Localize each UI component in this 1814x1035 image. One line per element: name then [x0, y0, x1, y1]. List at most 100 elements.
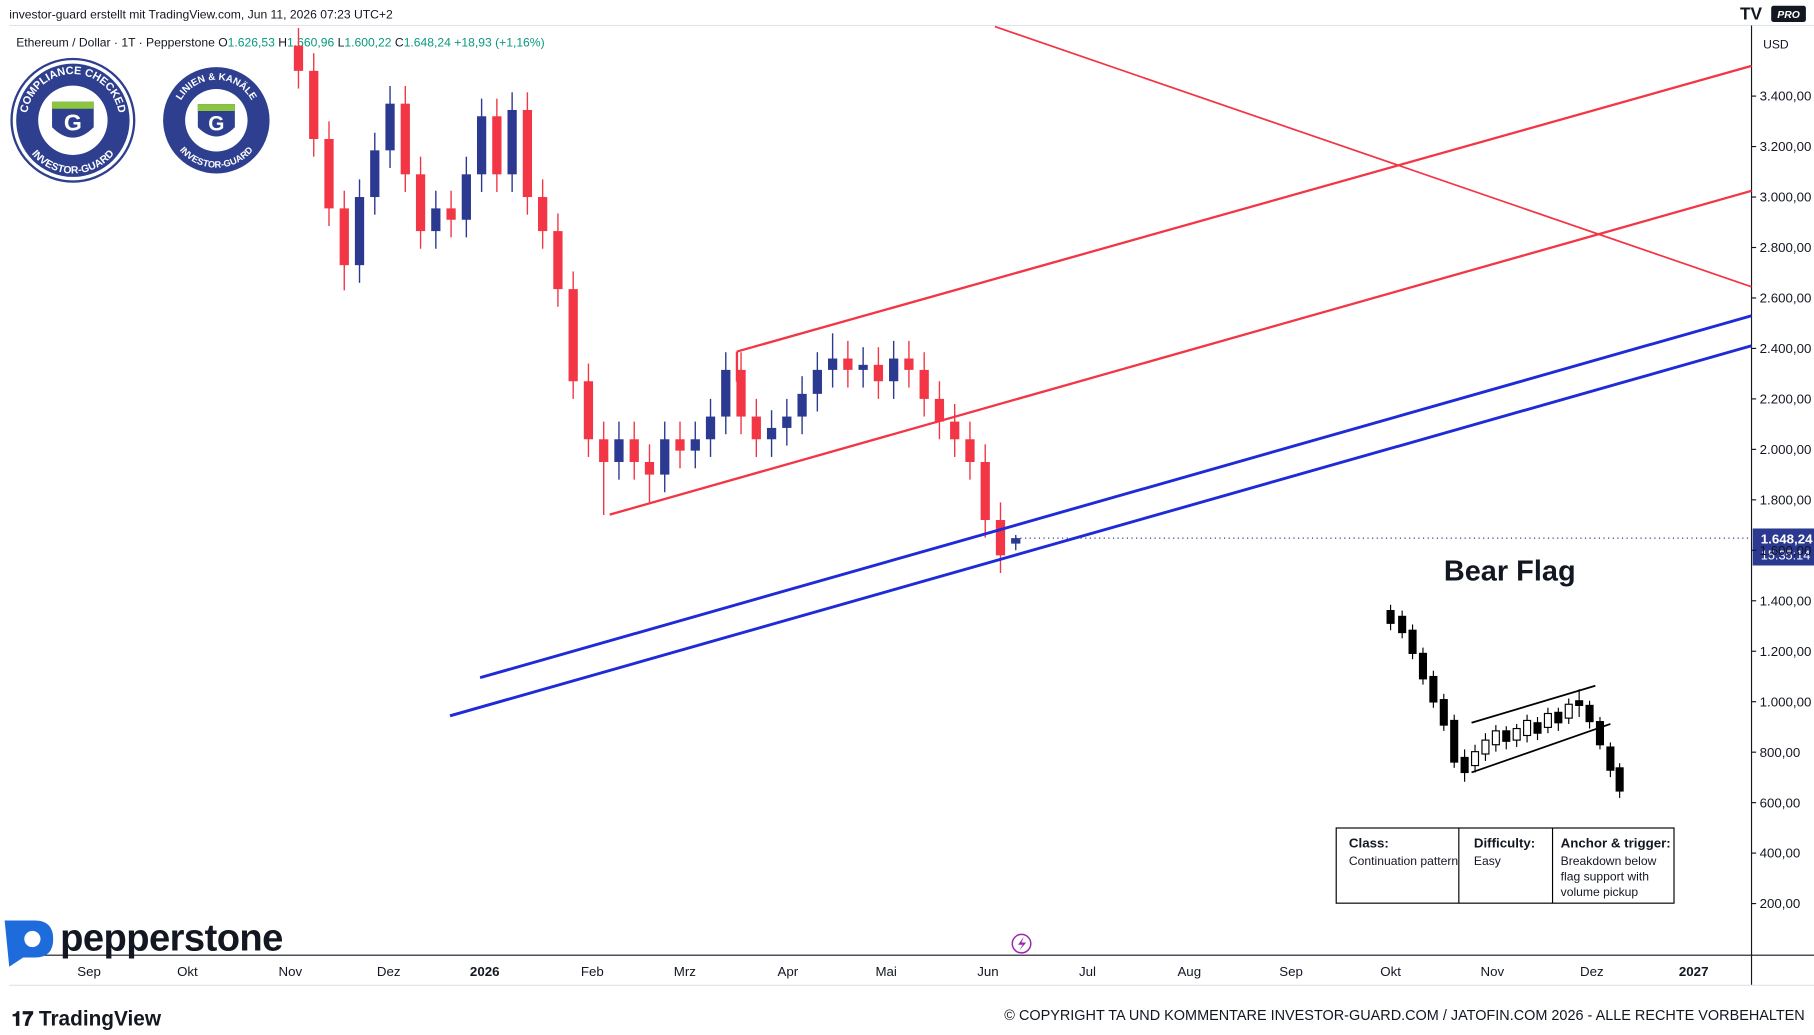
candle-body — [995, 520, 1006, 556]
table-cell: Easy — [1474, 854, 1502, 868]
badge-shield-top — [52, 101, 94, 109]
pro-text: PRO — [1777, 10, 1800, 21]
x-tick-label: Mai — [875, 964, 896, 979]
candle-body — [644, 461, 655, 475]
x-tick-label: Dez — [1580, 964, 1604, 979]
x-tick-label: 2026 — [470, 964, 500, 979]
candle-body — [812, 369, 822, 394]
y-tick-label: 1.400,00 — [1760, 593, 1812, 608]
y-tick-label: 200,00 — [1760, 896, 1801, 911]
x-tick-label: Mrz — [674, 964, 696, 979]
candle-body — [1011, 538, 1021, 544]
candle-body — [385, 103, 395, 151]
y-tick-label: 2.600,00 — [1760, 291, 1812, 306]
table-cell: Continuation pattern — [1349, 854, 1458, 868]
inset-pattern — [1386, 604, 1624, 798]
change: +18,93 (+1,16%) — [454, 35, 544, 49]
candle-body — [522, 109, 533, 198]
candle-body — [797, 393, 807, 417]
x-tick-label: Nov — [279, 964, 303, 979]
candle-body — [400, 103, 410, 175]
candle-body — [370, 150, 380, 198]
ohlc-key: O — [218, 35, 227, 49]
y-tick-label: 3.400,00 — [1760, 89, 1812, 104]
bear-flag-inset: Bear Flag — [1304, 531, 1707, 931]
table-cell: volume pickup — [1561, 885, 1639, 899]
candle-body — [782, 416, 792, 428]
copyright: © COPYRIGHT TA UND KOMMENTARE INVESTOR-G… — [1004, 1008, 1804, 1024]
x-tick-label: Jun — [977, 964, 998, 979]
table-head: Anchor & trigger: — [1561, 836, 1671, 851]
candle-body — [293, 45, 304, 71]
candle-body — [675, 439, 685, 451]
y-tick-label: 800,00 — [1760, 745, 1801, 760]
caption: investor-guard erstellt mit TradingView.… — [9, 8, 393, 22]
x-tick-label: Apr — [777, 964, 798, 979]
candle-body — [309, 70, 319, 139]
candle-body — [339, 208, 349, 266]
y-tick-label: 2.000,00 — [1760, 442, 1812, 457]
candle-body — [660, 439, 670, 475]
blue-support-lower — [449, 344, 1752, 718]
table-head: Difficulty: — [1474, 836, 1535, 851]
candle-body — [705, 416, 716, 440]
pepperstone-text: pepperstone — [60, 917, 283, 960]
tradingview-logo: 𝟏𝟕 TradingView — [12, 1008, 162, 1031]
candle-body — [461, 174, 471, 220]
y-tick-label: 1.800,00 — [1760, 492, 1812, 507]
candle-body — [950, 421, 960, 440]
tv-pro-logo: TV PRO — [1740, 4, 1806, 24]
candle-body — [431, 208, 441, 232]
badge-shield-top — [197, 104, 235, 112]
y-tick-label: 2.200,00 — [1760, 392, 1812, 407]
x-tick-label: Feb — [581, 964, 604, 979]
trend-lines — [449, 25, 1752, 718]
candle-body — [492, 116, 502, 175]
x-tick-label: Okt — [177, 964, 198, 979]
ohlc-value: 1.648,24 — [404, 35, 451, 49]
candle-body — [736, 369, 746, 417]
candle-body — [568, 289, 578, 382]
table-cell: Breakdown below — [1561, 854, 1657, 868]
badge-compliance: G COMPLIANCE CHECKED INVESTOR-GUARD — [10, 57, 136, 183]
last-price-label: 1.648,24 — [1761, 532, 1813, 547]
candles — [293, 27, 1021, 574]
red-descending-line — [994, 25, 1752, 288]
candle-body — [934, 398, 945, 422]
x-tick-label: Okt — [1380, 964, 1401, 979]
y-tick-label: 3.000,00 — [1760, 190, 1812, 205]
candle-body — [873, 364, 884, 382]
pro-tag — [1771, 5, 1806, 22]
candle-body — [538, 197, 548, 232]
candle-body — [980, 461, 990, 521]
x-tick-label: Aug — [1177, 964, 1201, 979]
y-tick-label: 1.600,00 — [1760, 543, 1812, 558]
candle-body — [751, 416, 761, 440]
y-tick-label: 1.000,00 — [1760, 694, 1812, 709]
candle-body — [614, 439, 624, 462]
badge-letter: G — [208, 113, 224, 136]
tv-mark: TV — [1740, 4, 1763, 24]
last-price-box — [1752, 528, 1814, 566]
inset-title: Bear Flag — [1444, 556, 1576, 588]
ohlc-key: C — [395, 35, 404, 49]
candle-body — [507, 109, 517, 175]
candle-body — [858, 364, 868, 370]
candle-body — [827, 358, 838, 370]
badge-shield — [52, 101, 94, 138]
ohlc-value: 1.600,22 — [344, 35, 391, 49]
ohlc-key: H — [278, 35, 287, 49]
table-cell: flag support with — [1561, 870, 1649, 884]
candle-body — [324, 138, 334, 209]
x-tick-label: Nov — [1481, 964, 1505, 979]
red-channel-lower — [609, 189, 1752, 516]
tv-icon: 𝟏𝟕 — [12, 1009, 39, 1031]
x-tick-label: 2027 — [1679, 964, 1709, 979]
candle-body — [354, 197, 365, 266]
events-icon[interactable] — [1011, 933, 1032, 954]
candle-body — [919, 369, 929, 399]
pepperstone-logo: pepperstone — [4, 917, 283, 967]
candle-body — [965, 439, 975, 462]
blue-support-upper — [479, 314, 1752, 680]
